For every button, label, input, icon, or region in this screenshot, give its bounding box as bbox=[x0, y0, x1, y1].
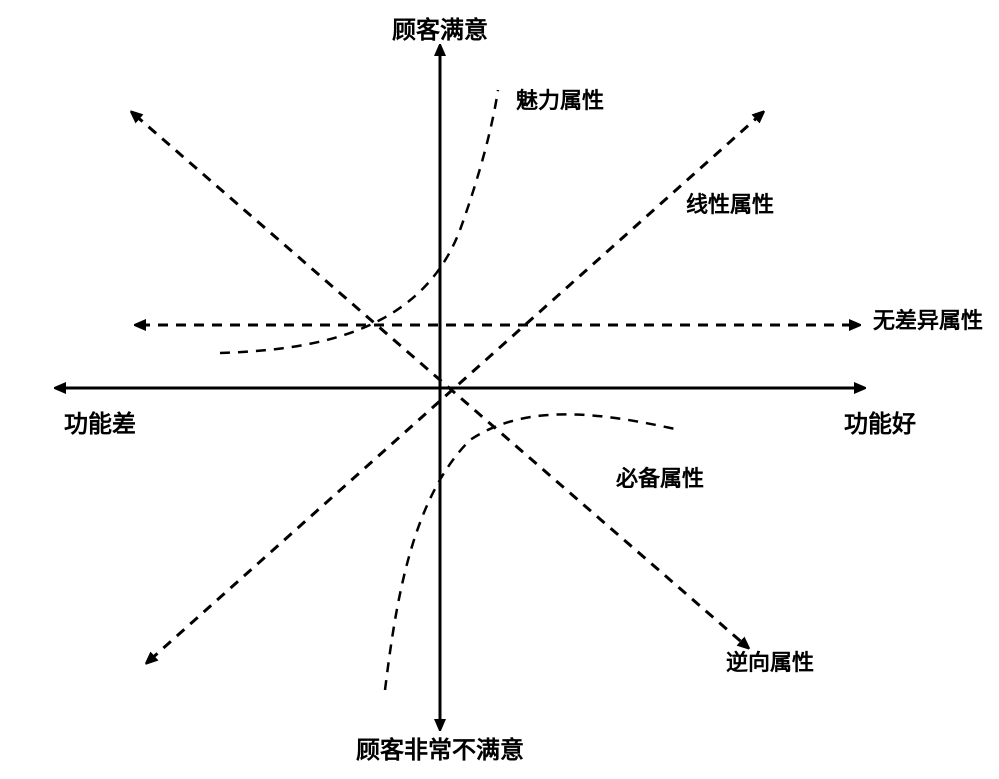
indifferent-label: 无差异属性 bbox=[873, 308, 983, 333]
x-axis-right-label: 功能好 bbox=[844, 410, 916, 438]
y-axis-top-label: 顾客满意 bbox=[392, 16, 488, 44]
mustbe-curve bbox=[385, 414, 680, 690]
attractive-label: 魅力属性 bbox=[516, 88, 604, 113]
linear-label: 线性属性 bbox=[686, 192, 774, 217]
reverse-label: 逆向属性 bbox=[726, 650, 814, 675]
attractive-curve bbox=[220, 90, 498, 353]
y-axis-bottom-label: 顾客非常不满意 bbox=[356, 736, 524, 764]
x-axis-left-label: 功能差 bbox=[64, 410, 136, 438]
mustbe-label: 必备属性 bbox=[616, 466, 704, 491]
kano-diagram: 顾客满意顾客非常不满意 功能差 功能好 线性属性逆向属性 无差异属性 魅力属性必备属性 bbox=[0, 0, 999, 779]
